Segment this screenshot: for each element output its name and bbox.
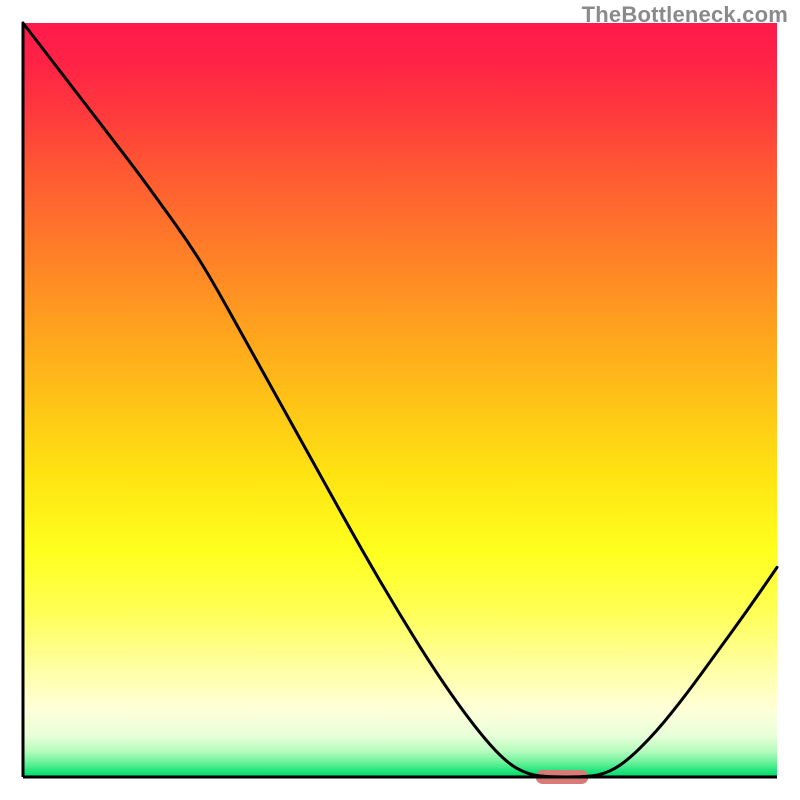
watermark-text: TheBottleneck.com <box>582 2 788 28</box>
chart-container: { "watermark": { "text": "TheBottleneck.… <box>0 0 800 800</box>
bottleneck-chart <box>0 0 800 800</box>
gradient-background <box>23 23 777 777</box>
